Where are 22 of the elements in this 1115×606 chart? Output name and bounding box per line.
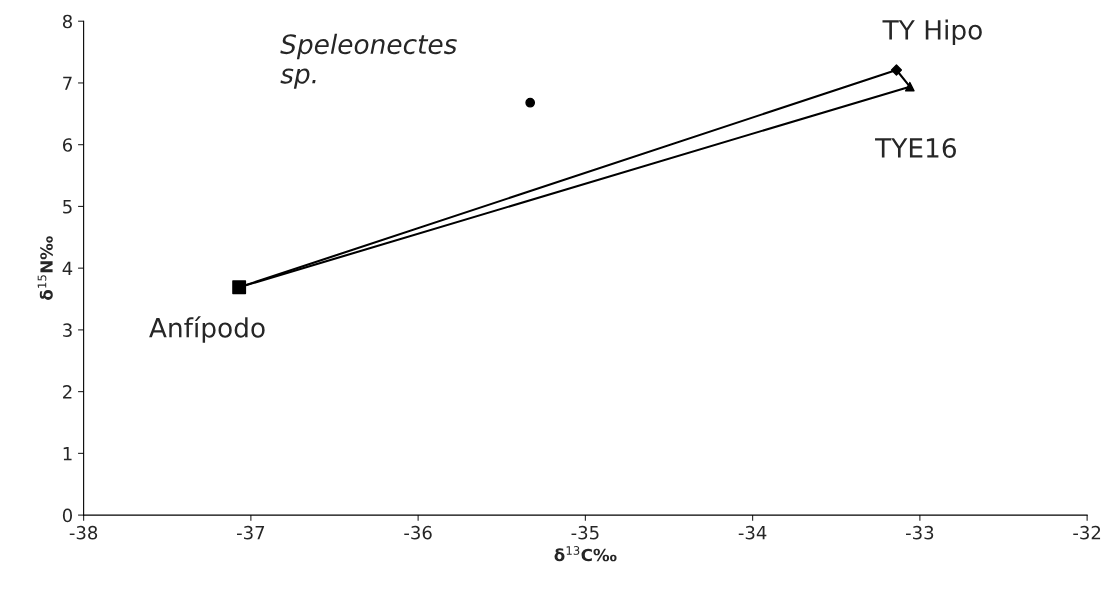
x-axis-title: δ$^{13}$C‰ [554,546,617,562]
annotation: TY Hipo [882,19,982,45]
y-tick-label: 0 [62,508,73,523]
x-tick-label: -34 [738,525,767,540]
y-tick-label: 3 [63,323,72,338]
y-tick-label: 7 [63,76,72,90]
annotation: Anfípodo [149,316,265,343]
y-tick-label: 4 [62,261,73,276]
annotation: TYE16 [875,137,956,158]
x-tick-label: -36 [404,525,432,540]
y-tick-label: 8 [62,14,72,29]
y-tick-label: 5 [63,200,72,214]
y-tick-label: 6 [62,138,73,152]
x-tick-label: -38 [69,525,98,540]
annotation: Speleonectes sp. [280,33,457,89]
x-tick-label: -32 [1073,525,1101,540]
y-tick-label: 2 [63,385,72,399]
y-tick-label: 1 [63,447,72,461]
y-axis-title: δ$^{15}$N‰ [37,236,53,300]
x-tick-label: -37 [237,525,265,540]
x-tick-label: -33 [906,525,934,540]
x-tick-label: -35 [571,525,599,540]
